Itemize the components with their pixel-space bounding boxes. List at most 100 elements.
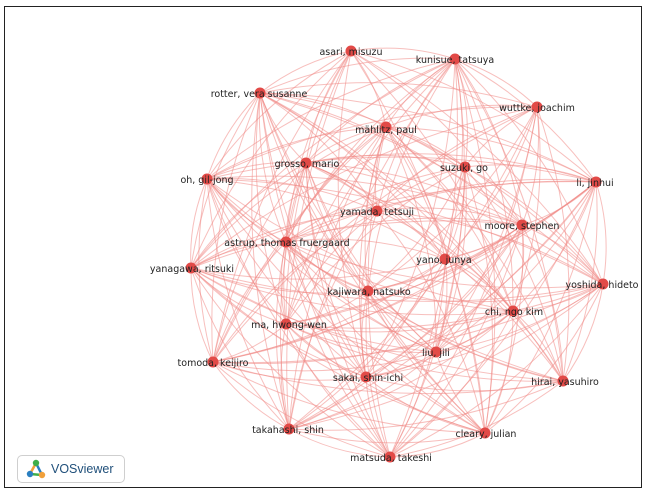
network-edge [562, 181, 598, 382]
node-yano[interactable] [439, 253, 451, 265]
network-edge [259, 57, 456, 94]
node-label-cleary[interactable]: cleary, julian [456, 429, 517, 440]
network-edge [285, 241, 367, 378]
network-edge [484, 283, 604, 434]
node-grosso[interactable] [300, 157, 312, 169]
network-edge [305, 58, 456, 164]
node-label-li[interactable]: li, jinhui [576, 178, 613, 189]
network-edge [464, 164, 597, 183]
network-edge [512, 310, 564, 382]
node-label-liu[interactable]: liu, jili [422, 348, 450, 359]
node-label-yamada[interactable]: yamada, tetsuji [340, 207, 414, 218]
node-label-ma[interactable]: ma, hwong-wen [251, 320, 327, 331]
node-asari[interactable] [345, 45, 357, 57]
node-cleary[interactable] [479, 427, 491, 439]
node-takahashi[interactable] [283, 423, 295, 435]
node-tomoda[interactable] [207, 356, 219, 368]
node-label-yano[interactable]: yano, junya [416, 255, 471, 266]
node-label-asari[interactable]: asari, misuzu [319, 47, 382, 58]
network-edge [367, 58, 456, 292]
node-chi[interactable] [507, 305, 519, 317]
network-edge [521, 224, 604, 285]
node-yamada[interactable] [371, 205, 383, 217]
node-wuttke[interactable] [531, 101, 543, 113]
network-edge [259, 82, 538, 108]
network-edge [365, 310, 514, 378]
node-label-hirai[interactable]: hirai, yasuhiro [531, 377, 599, 388]
node-yoshida[interactable] [597, 278, 609, 290]
network-edge [285, 217, 523, 243]
node-label-mahlitz[interactable]: mählitz, paul [355, 125, 417, 136]
network-edge [285, 241, 514, 312]
node-label-suzuki[interactable]: suzuki, go [440, 163, 488, 174]
node-ma[interactable] [280, 318, 292, 330]
network-edge [285, 241, 604, 289]
network-edge [367, 290, 437, 353]
node-label-sakai[interactable]: sakai, shin-ichi [333, 373, 403, 384]
network-edge [454, 58, 538, 108]
network-edge [206, 178, 486, 434]
node-label-kunisue[interactable]: kunisue, tatsuya [416, 55, 494, 66]
node-li[interactable] [590, 176, 602, 188]
node-liu[interactable] [430, 346, 442, 358]
node-yanagawa[interactable] [185, 262, 197, 274]
node-label-chi[interactable]: chi, ngo kim [485, 307, 543, 318]
node-astrup[interactable] [280, 236, 292, 248]
node-label-tomoda[interactable]: tomoda, keijiro [178, 358, 249, 369]
network-edge [454, 58, 564, 382]
network-edge [305, 126, 387, 164]
vosviewer-logo-icon [26, 459, 46, 479]
network-edge [435, 258, 448, 353]
network-edge [521, 224, 564, 382]
network-edge [288, 351, 437, 430]
network-edge [190, 267, 290, 430]
node-label-moore[interactable]: moore, stephen [485, 221, 560, 232]
network-edge [259, 92, 391, 458]
vosviewer-badge[interactable]: VOSviewer [17, 455, 125, 483]
network-edge [288, 428, 391, 458]
network-edge [285, 323, 486, 434]
node-mahlitz[interactable] [380, 121, 392, 133]
node-label-wuttke[interactable]: wuttke, joachim [499, 103, 575, 114]
node-layer [185, 45, 609, 463]
node-matsuda[interactable] [384, 451, 396, 463]
node-label-astrup[interactable]: astrup, thomas fruergaard [224, 238, 349, 249]
node-suzuki[interactable] [459, 161, 471, 173]
network-edge [365, 376, 564, 392]
network-edge [389, 432, 486, 458]
node-kunisue[interactable] [449, 53, 461, 65]
node-sakai[interactable] [360, 371, 372, 383]
node-label-grosso[interactable]: grosso, mario [275, 159, 340, 170]
network-edge [212, 361, 486, 434]
node-label-yanagawa[interactable]: yanagawa, ritsuki [150, 264, 234, 275]
node-label-rotter[interactable]: rotter, vera susanne [211, 89, 308, 100]
node-kajiwara[interactable] [362, 285, 374, 297]
network-edge [206, 156, 597, 183]
network-edge [365, 224, 523, 378]
node-label-oh[interactable]: oh, gil-jong [180, 175, 233, 186]
network-edge [206, 178, 290, 430]
node-hirai[interactable] [557, 375, 569, 387]
network-edge [435, 351, 486, 434]
network-edge [206, 175, 523, 226]
node-label-yoshida[interactable]: yoshida, hideto [565, 280, 638, 291]
network-edge [385, 104, 538, 128]
network-edge [190, 241, 287, 269]
node-label-kajiwara[interactable]: kajiwara, natsuko [327, 287, 410, 298]
network-edge [285, 323, 391, 458]
node-label-matsuda[interactable]: matsuda, takeshi [350, 453, 432, 464]
network-edge [454, 58, 597, 183]
label-layer: asari, misuzu kunisue, tatsuya rotter, ver… [150, 47, 639, 464]
network-edge [190, 267, 391, 458]
network-edge [259, 92, 378, 212]
node-oh[interactable] [201, 173, 213, 185]
vosviewer-label: VOSviewer [51, 462, 114, 476]
network-edge [285, 323, 367, 378]
node-label-takahashi[interactable]: takahashi, shin [252, 425, 324, 436]
node-rotter[interactable] [254, 87, 266, 99]
network-edge [285, 323, 564, 382]
network-edge [285, 224, 523, 325]
node-moore[interactable] [516, 219, 528, 231]
network-edge [212, 323, 287, 363]
